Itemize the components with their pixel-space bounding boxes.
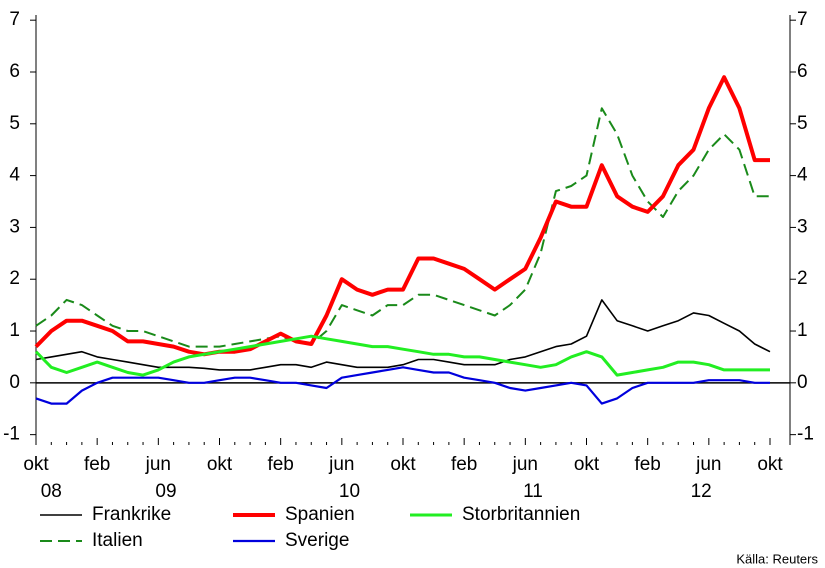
y-tick-label: 6 (9, 61, 20, 82)
legend-label: Spanien (285, 504, 355, 525)
legend-label: Storbritannien (462, 504, 580, 525)
x-tick-label: okt (23, 454, 49, 475)
year-label: 11 (523, 481, 543, 502)
source: Källa: Reuters (736, 551, 818, 566)
y-tick-label-right: 2 (797, 268, 808, 289)
y-tick-label: 0 (9, 372, 20, 393)
year-label: 12 (691, 481, 712, 502)
series-line (35, 107, 770, 348)
y-tick-label-right: -1 (797, 424, 814, 445)
y-tick-label-right: 6 (797, 61, 808, 82)
x-tick-label: okt (757, 454, 783, 475)
x-tick-label: okt (390, 454, 416, 475)
legend-label: Frankrike (92, 504, 171, 525)
y-tick-label: 2 (9, 268, 20, 289)
y-tick-label: 5 (9, 113, 20, 134)
x-tick-label: okt (207, 454, 233, 475)
y-tick-label: 1 (9, 320, 20, 341)
y-tick-label-right: 7 (797, 9, 808, 30)
y-tick-label-right: 3 (797, 216, 808, 237)
year-label: 09 (155, 481, 176, 502)
y-tick-label-right: 4 (797, 165, 808, 186)
legend-label: Sverige (285, 530, 349, 551)
x-tick-label: feb (84, 454, 110, 475)
y-tick-label-right: 0 (797, 372, 808, 393)
x-tick-label: feb (451, 454, 477, 475)
year-label: 08 (41, 481, 62, 502)
y-tick-label-right: 1 (797, 320, 808, 341)
series-line (35, 366, 770, 405)
x-tick-label: jun (328, 454, 354, 475)
x-tick-label: feb (634, 454, 660, 475)
x-tick-label: jun (145, 454, 171, 475)
x-tick-label: feb (267, 454, 293, 475)
year-label: 10 (339, 481, 360, 502)
legend-label: Italien (92, 530, 143, 551)
series-line (34, 334, 770, 377)
x-tick-label: jun (695, 454, 721, 475)
y-tick-label: 3 (9, 216, 20, 237)
y-tick-label-right: 5 (797, 113, 808, 134)
y-tick-label: 4 (9, 165, 20, 186)
x-tick-label: okt (574, 454, 600, 475)
y-tick-label: 7 (9, 9, 20, 30)
y-tick-label: -1 (3, 424, 20, 445)
series-line (35, 299, 771, 371)
series-line (34, 75, 770, 357)
x-tick-label: jun (512, 454, 538, 475)
